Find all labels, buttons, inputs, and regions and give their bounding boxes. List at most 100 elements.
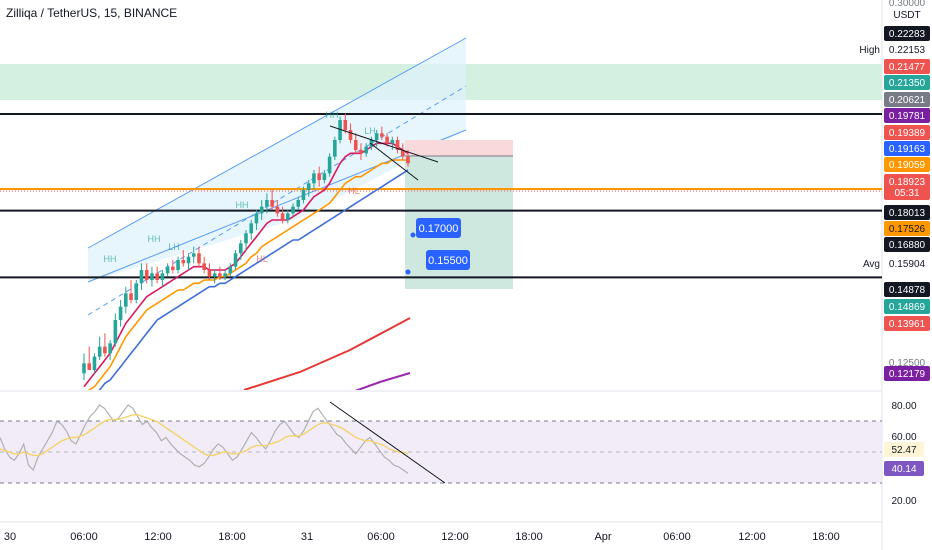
candle [150, 266, 154, 287]
candle [343, 113, 348, 134]
price-label: High 0.22153 [859, 41, 931, 58]
time-tick: Apr [594, 531, 611, 543]
candle-body [265, 200, 269, 207]
price-label-bg [884, 205, 930, 220]
candle-body [186, 256, 191, 264]
candle-body [390, 140, 395, 144]
price-label-value: 0.12179 [889, 369, 926, 380]
order-label-2[interactable]: 0.15500 [405, 250, 471, 275]
candle-body [327, 156, 332, 174]
candle [223, 270, 227, 280]
rsi-axis: 80.00 60.00 20.00 52.47 40.14 [884, 401, 924, 507]
candle [364, 143, 368, 157]
candle [118, 300, 123, 327]
candle [249, 220, 254, 240]
price-label-countdown: 05:31 [894, 188, 919, 199]
time-tick: 18:00 [515, 531, 543, 543]
wedge-bottom-line [369, 142, 419, 181]
candle [181, 250, 186, 267]
pattern-label: HH [104, 254, 117, 264]
candle-body [400, 150, 405, 157]
price-label-value: 0.21477 [889, 62, 926, 73]
candle [306, 180, 311, 197]
moving-average-line-0 [98, 169, 409, 390]
candle [244, 230, 248, 250]
candle [233, 250, 238, 270]
candle [385, 133, 389, 147]
candle-body [280, 213, 285, 220]
pattern-label: LH [168, 242, 180, 252]
pattern-label: HL [256, 254, 268, 264]
time-tick: 31 [301, 531, 313, 543]
order-label-1[interactable]: 0.17000 [410, 218, 462, 238]
candle-body [97, 346, 102, 357]
candle-body [380, 133, 384, 137]
candle [92, 353, 97, 374]
price-label-bg [883, 255, 931, 272]
candle [191, 246, 196, 264]
candle [301, 186, 306, 204]
candle [286, 210, 290, 224]
price-label: 0.21477 [884, 59, 930, 74]
price-label-bg [884, 157, 930, 172]
price-label-bg [883, 41, 931, 58]
price-label: 0.13961 [884, 316, 930, 331]
candle [317, 166, 321, 187]
candle [265, 193, 269, 214]
candle-body [197, 253, 201, 264]
order-label-text: 0.15500 [428, 255, 468, 267]
pattern-label: HL [348, 186, 360, 196]
candle-body [385, 136, 389, 144]
moving-average-line-1 [87, 159, 408, 390]
price-label-bg [884, 125, 930, 140]
candle [87, 346, 92, 370]
candle-body [333, 140, 337, 157]
candle-body [374, 133, 379, 140]
candle [171, 260, 175, 274]
price-axis: 0.22283 High 0.22153 0.21477 0.21350 0.20621 0… [859, 0, 931, 381]
price-label: 0.19163 [884, 141, 930, 156]
rsi-pane[interactable] [0, 401, 882, 484]
candle [82, 353, 86, 380]
order-label-bg [416, 218, 461, 238]
candle-body [353, 140, 358, 150]
candle [139, 263, 144, 290]
ascending-channel-fill [88, 38, 466, 282]
price-label-value: 0.21350 [889, 78, 926, 89]
price-label: 0.21350 [884, 75, 930, 90]
candle [238, 240, 243, 260]
time-tick: 06:00 [70, 531, 98, 543]
rsi-value-bg [884, 442, 924, 457]
candle-body [270, 200, 274, 207]
candle [374, 130, 379, 147]
candle [333, 136, 337, 160]
candle [395, 136, 400, 154]
time-tick: 12:00 [738, 531, 766, 543]
candle-body [87, 363, 92, 370]
rsi-series-line-0 [0, 404, 409, 474]
currency-label: USDT [893, 10, 920, 21]
candle-body [181, 260, 186, 264]
price-label-bg [884, 237, 930, 252]
candle [228, 263, 233, 277]
candle-body [155, 273, 159, 280]
price-label-value: 0.22283 [889, 29, 926, 40]
rsi-value-label: 52.47 [891, 445, 916, 456]
candle [207, 263, 212, 280]
price-label-caption: Avg [863, 259, 880, 270]
candle [338, 116, 342, 144]
candle [312, 170, 316, 190]
price-label: 0.19389 [884, 125, 930, 140]
price-label-value: 0.18013 [889, 208, 926, 219]
price-label-caption: High [859, 45, 880, 56]
price-label-bg [884, 59, 930, 74]
candle [254, 210, 259, 230]
candle [296, 196, 301, 210]
time-axis: 30 06:00 12:00 18:00 31 06:00 12:00 18:00 Apr 06:… [4, 531, 840, 543]
rsi-value-label: 40.14 [891, 464, 916, 475]
price-pane[interactable]: 0.17000 0.15500 HH HH HH HH LH LH HL HL [0, 37, 882, 400]
rsi-lines [0, 404, 409, 474]
price-label-bg [884, 366, 930, 381]
